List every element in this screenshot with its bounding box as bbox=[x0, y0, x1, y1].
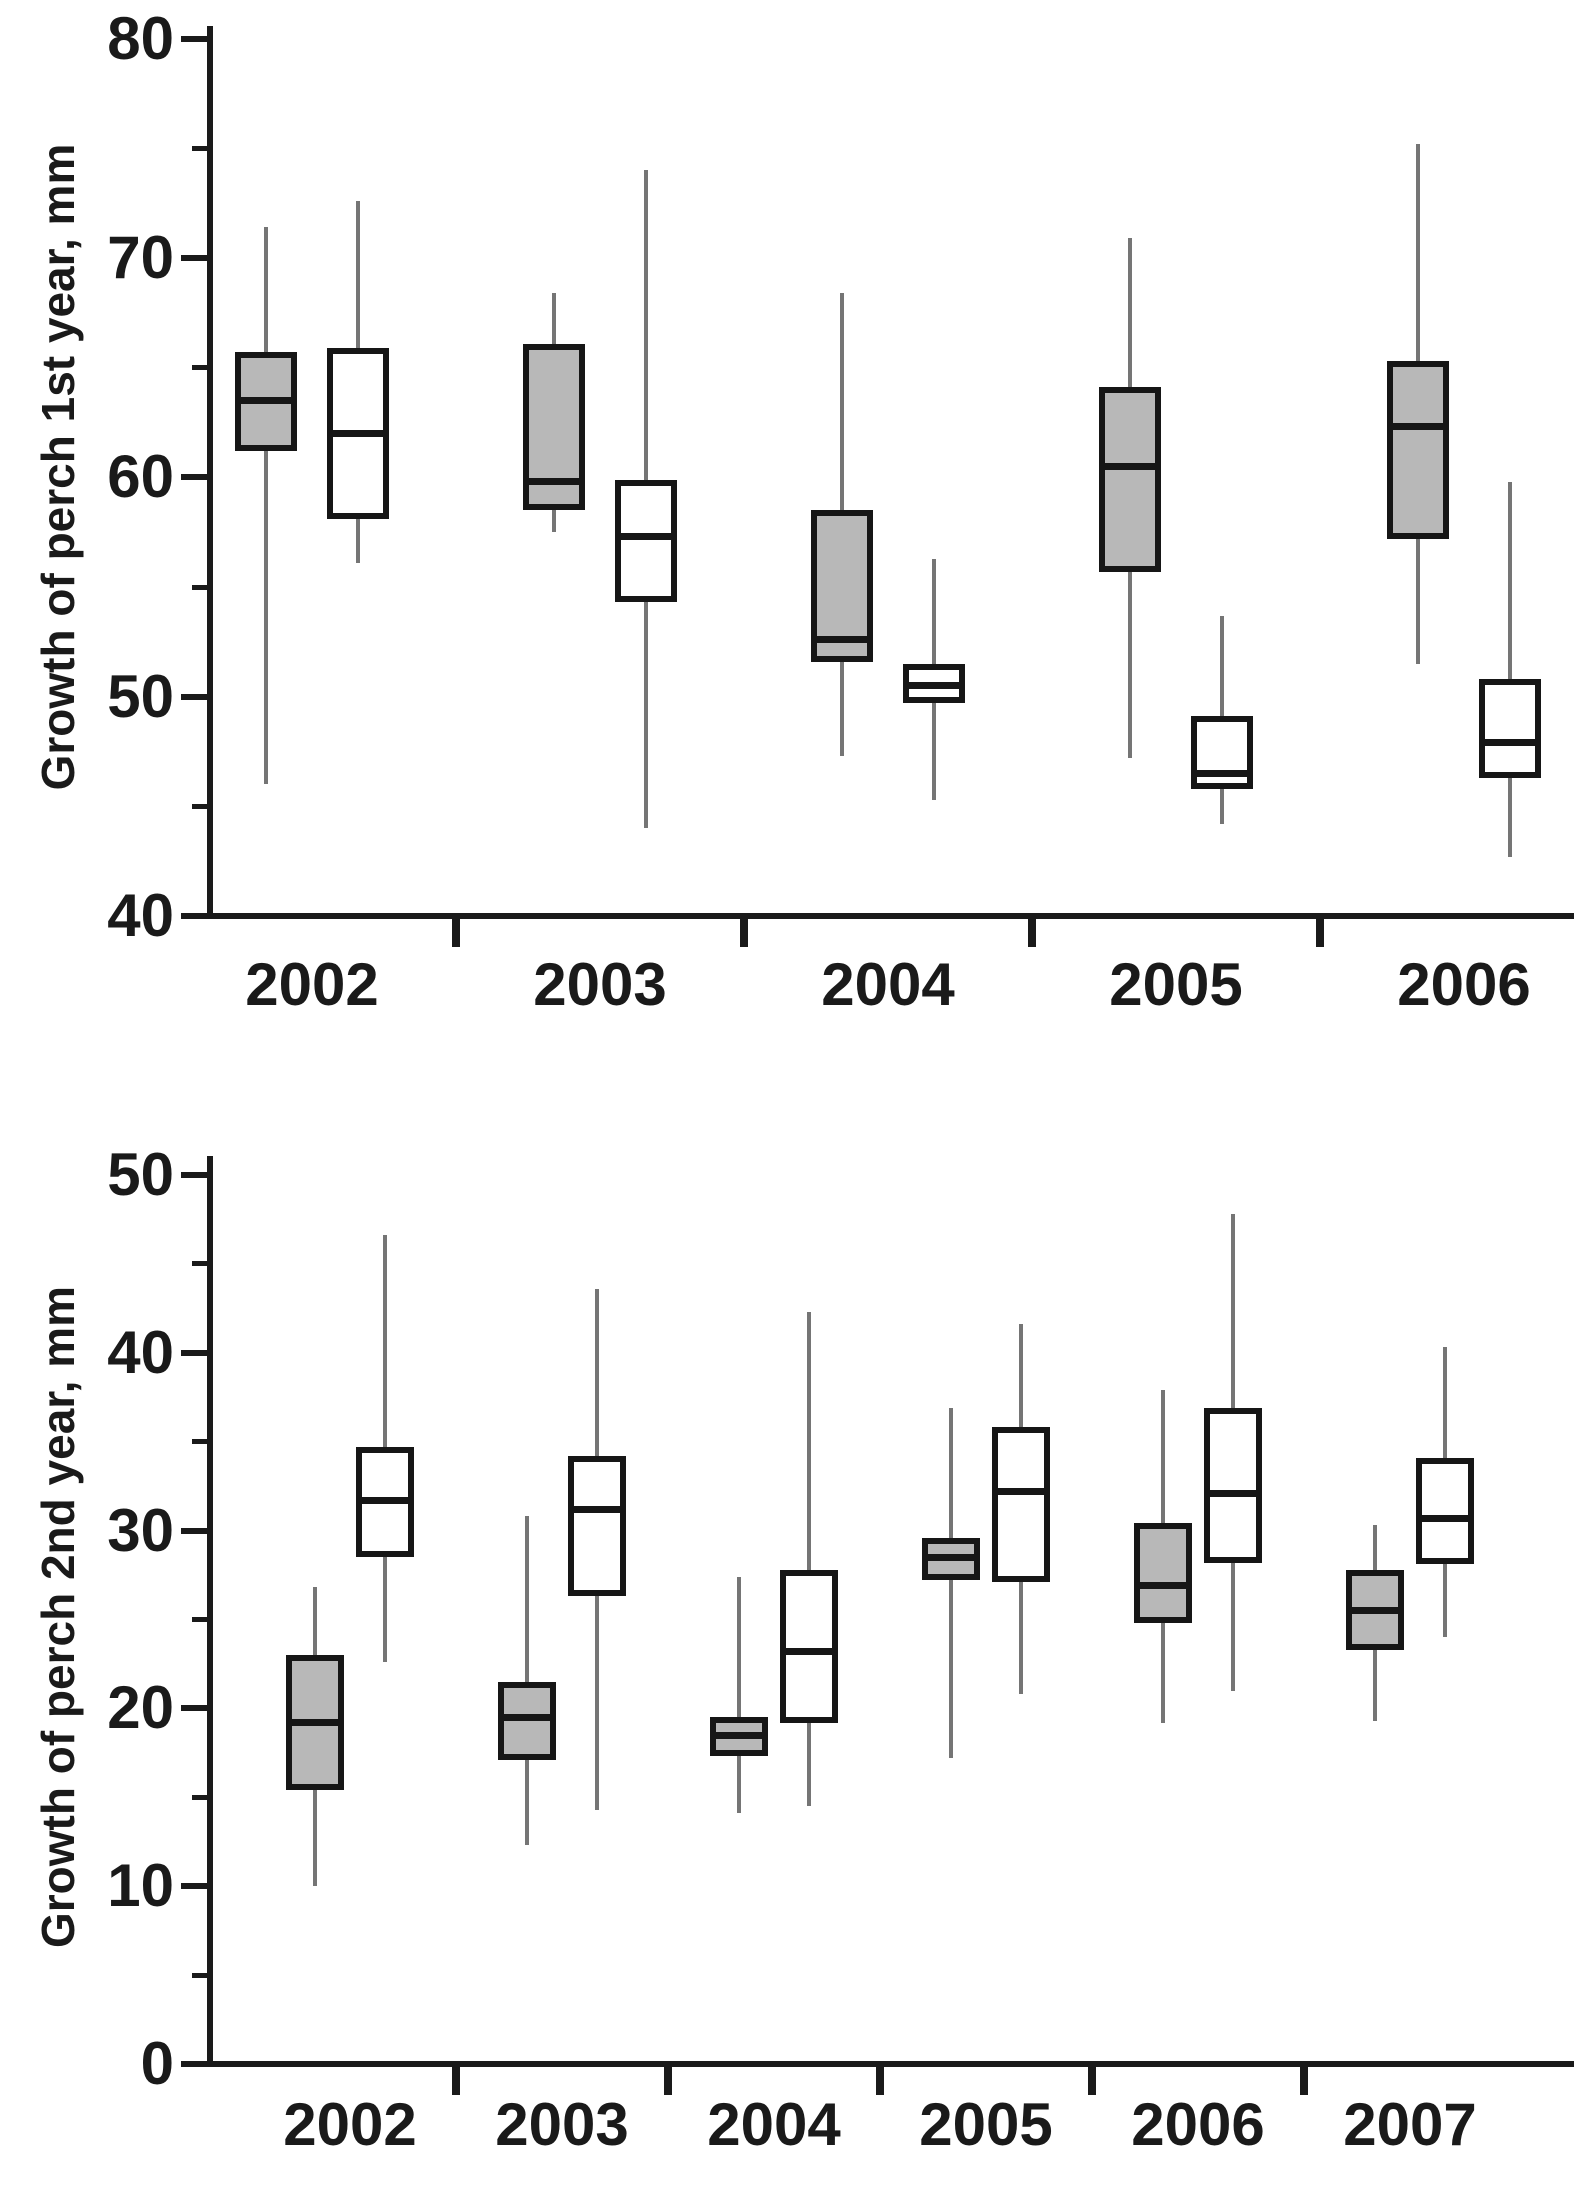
median-white-open-2006-chart1 bbox=[1479, 739, 1541, 747]
box-white-open-2006-chart1 bbox=[1479, 679, 1541, 778]
box-gray-filled-2006-chart1 bbox=[1387, 361, 1449, 539]
median-white-open-2002-chart1 bbox=[327, 430, 389, 438]
median-gray-filled-2004-chart1 bbox=[811, 636, 873, 644]
median-white-open-2003-chart2 bbox=[568, 1505, 626, 1513]
x-year-label-chart1: 2003 bbox=[533, 951, 667, 1018]
y-axis-line-chart2 bbox=[207, 1156, 213, 2067]
x-year-label-chart2: 2002 bbox=[283, 2091, 417, 2158]
y-tick-minor-chart2 bbox=[192, 1261, 207, 1267]
y-tick-label-chart2: 30 bbox=[107, 1496, 174, 1564]
y-tick-label-chart1: 40 bbox=[107, 882, 174, 949]
box-gray-filled-2006-chart2 bbox=[1134, 1523, 1192, 1624]
median-white-open-2006-chart2 bbox=[1204, 1489, 1262, 1497]
x-axis-line-chart2 bbox=[207, 2061, 1574, 2067]
x-year-label-chart1: 2005 bbox=[1109, 951, 1243, 1018]
y-tick-minor-chart2 bbox=[192, 1617, 207, 1622]
box-white-open-2003-chart1 bbox=[615, 479, 677, 603]
y-tick-minor-chart2 bbox=[192, 1972, 207, 1978]
box-white-open-2003-chart2 bbox=[568, 1455, 626, 1597]
y-tick-major-chart1 bbox=[181, 693, 207, 700]
whisker-gray-filled-2003-chart2 bbox=[525, 1516, 529, 1846]
x-year-label-chart1: 2002 bbox=[245, 951, 379, 1018]
y-tick-major-chart2 bbox=[181, 1172, 207, 1178]
y-tick-major-chart2 bbox=[181, 1705, 207, 1712]
box-gray-filled-2003-chart2 bbox=[498, 1681, 556, 1760]
x-year-label-chart2: 2007 bbox=[1343, 2091, 1477, 2158]
y-tick-minor-chart1 bbox=[192, 803, 207, 809]
y-tick-major-chart1 bbox=[181, 913, 207, 919]
box-white-open-2004-chart2 bbox=[780, 1569, 838, 1723]
box-white-open-2005-chart2 bbox=[992, 1427, 1050, 1583]
median-gray-filled-2002-chart1 bbox=[235, 397, 297, 405]
median-gray-filled-2003-chart2 bbox=[498, 1713, 556, 1721]
x-tick-chart1 bbox=[740, 919, 748, 947]
y-tick-label-chart1: 70 bbox=[107, 224, 174, 292]
median-gray-filled-2007-chart2 bbox=[1346, 1607, 1404, 1615]
median-white-open-2004-chart1 bbox=[903, 682, 965, 690]
x-year-label-chart2: 2003 bbox=[495, 2091, 629, 2158]
x-tick-chart1 bbox=[452, 919, 460, 947]
y-tick-major-chart1 bbox=[181, 474, 207, 481]
box-white-open-2005-chart1 bbox=[1191, 716, 1253, 789]
x-axis-line-chart1 bbox=[207, 913, 1574, 919]
y-axis-line-chart1 bbox=[207, 26, 213, 919]
y-tick-minor-chart2 bbox=[192, 1794, 207, 1800]
median-white-open-2005-chart2 bbox=[992, 1487, 1050, 1495]
median-gray-filled-2003-chart1 bbox=[523, 478, 585, 486]
x-tick-chart2 bbox=[452, 2067, 460, 2095]
y-tick-major-chart2 bbox=[181, 1883, 207, 1890]
median-white-open-2004-chart2 bbox=[780, 1648, 838, 1655]
x-year-label-chart2: 2005 bbox=[919, 2091, 1053, 2158]
median-gray-filled-2004-chart2 bbox=[710, 1731, 768, 1739]
median-gray-filled-2005-chart1 bbox=[1099, 462, 1161, 470]
whisker-white-open-2006-chart1 bbox=[1508, 481, 1512, 857]
y-tick-major-chart2 bbox=[181, 1527, 207, 1534]
median-gray-filled-2006-chart1 bbox=[1387, 423, 1449, 431]
x-tick-chart2 bbox=[664, 2067, 672, 2095]
y-tick-label-chart1: 50 bbox=[107, 662, 174, 730]
median-gray-filled-2002-chart2 bbox=[286, 1719, 344, 1727]
x-tick-chart2 bbox=[876, 2067, 884, 2095]
y-tick-minor-chart1 bbox=[192, 365, 207, 371]
median-gray-filled-2006-chart2 bbox=[1134, 1582, 1192, 1590]
box-gray-filled-2003-chart1 bbox=[523, 343, 585, 511]
y-tick-label-chart2: 0 bbox=[140, 2030, 174, 2097]
median-white-open-2003-chart1 bbox=[615, 533, 677, 541]
y-tick-label-chart2: 20 bbox=[107, 1674, 174, 1742]
x-tick-chart1 bbox=[1316, 919, 1324, 947]
y-tick-minor-chart1 bbox=[192, 584, 207, 590]
x-tick-chart2 bbox=[1088, 2067, 1096, 2095]
x-tick-chart2 bbox=[1300, 2067, 1308, 2095]
y-axis-title-chart2: Growth of perch 2nd year, mm bbox=[32, 1285, 84, 1949]
median-gray-filled-2005-chart2 bbox=[922, 1553, 980, 1561]
median-white-open-2007-chart2 bbox=[1416, 1514, 1474, 1522]
y-tick-major-chart1 bbox=[181, 35, 207, 42]
x-year-label-chart1: 2006 bbox=[1397, 951, 1531, 1018]
y-tick-minor-chart1 bbox=[192, 145, 207, 151]
y-tick-label-chart1: 80 bbox=[107, 4, 174, 72]
box-gray-filled-2005-chart1 bbox=[1099, 387, 1161, 572]
y-tick-label-chart2: 40 bbox=[107, 1318, 174, 1386]
x-year-label-chart1: 2004 bbox=[821, 951, 955, 1018]
y-tick-label-chart2: 50 bbox=[107, 1141, 174, 1208]
box-white-open-2007-chart2 bbox=[1416, 1457, 1474, 1565]
whisker-gray-filled-2004-chart2 bbox=[737, 1576, 741, 1814]
whisker-gray-filled-2005-chart2 bbox=[949, 1407, 953, 1759]
y-tick-major-chart1 bbox=[181, 255, 207, 262]
y-tick-major-chart2 bbox=[181, 2061, 207, 2067]
y-tick-label-chart1: 60 bbox=[107, 443, 174, 511]
whisker-gray-filled-2002-chart1 bbox=[264, 227, 268, 785]
median-white-open-2005-chart1 bbox=[1191, 769, 1253, 777]
y-tick-major-chart2 bbox=[181, 1349, 207, 1356]
whisker-white-open-2004-chart2 bbox=[807, 1311, 811, 1807]
x-year-label-chart2: 2006 bbox=[1131, 2091, 1265, 2158]
x-year-label-chart2: 2004 bbox=[707, 2091, 841, 2158]
x-tick-chart1 bbox=[1028, 919, 1036, 947]
y-tick-minor-chart2 bbox=[192, 1439, 207, 1445]
y-tick-label-chart2: 10 bbox=[107, 1852, 174, 1920]
box-white-open-2006-chart2 bbox=[1204, 1407, 1262, 1563]
median-white-open-2002-chart2 bbox=[356, 1496, 414, 1504]
